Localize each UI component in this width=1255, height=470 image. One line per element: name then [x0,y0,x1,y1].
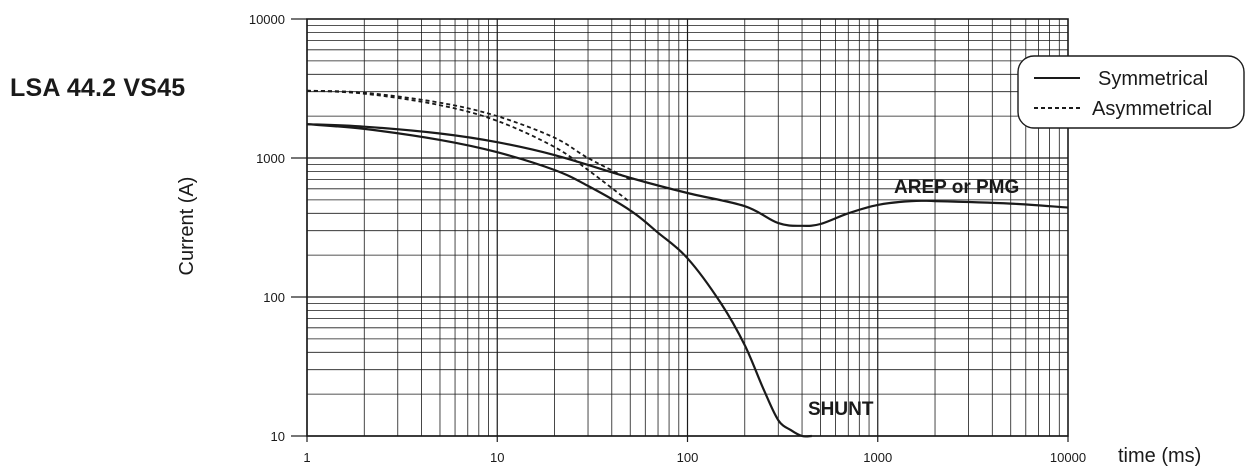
series-line-dashed-3 [306,89,631,204]
x-tick-label: 10000 [1050,450,1086,465]
legend-box [1017,55,1245,129]
series-line-dashed-2 [306,89,631,181]
series-line-solid-0 [306,123,1069,227]
legend-label-symmetrical: Symmetrical [1098,68,1208,90]
annotation-arep-or-pmg: AREP or PMG [894,177,1019,198]
series-line-solid-1 [306,123,812,438]
x-axis-label: time (ms) [1118,445,1201,467]
tick-labels: 1 10 100 1000 10000 10 100 1000 10000 [249,12,1086,465]
y-tick-label: 10 [271,429,285,444]
legend-label-asymmetrical: Asymmetrical [1092,98,1212,120]
chart-title: LSA 44.2 VS45 [10,74,186,102]
y-tick-label: 1000 [256,151,285,166]
grid-lines [306,19,1068,437]
x-tick-label: 1 [303,450,310,465]
x-tick-label: 100 [677,450,699,465]
series-lines [306,89,1069,438]
x-tick-label: 10 [490,450,504,465]
legend: Symmetrical Asymmetrical [1017,55,1245,129]
x-tick-label: 1000 [863,450,892,465]
y-tick-label: 100 [263,290,285,305]
y-tick-label: 10000 [249,12,285,27]
y-axis-label: Current (A) [176,177,198,276]
annotation-shunt: SHUNT [808,399,874,420]
